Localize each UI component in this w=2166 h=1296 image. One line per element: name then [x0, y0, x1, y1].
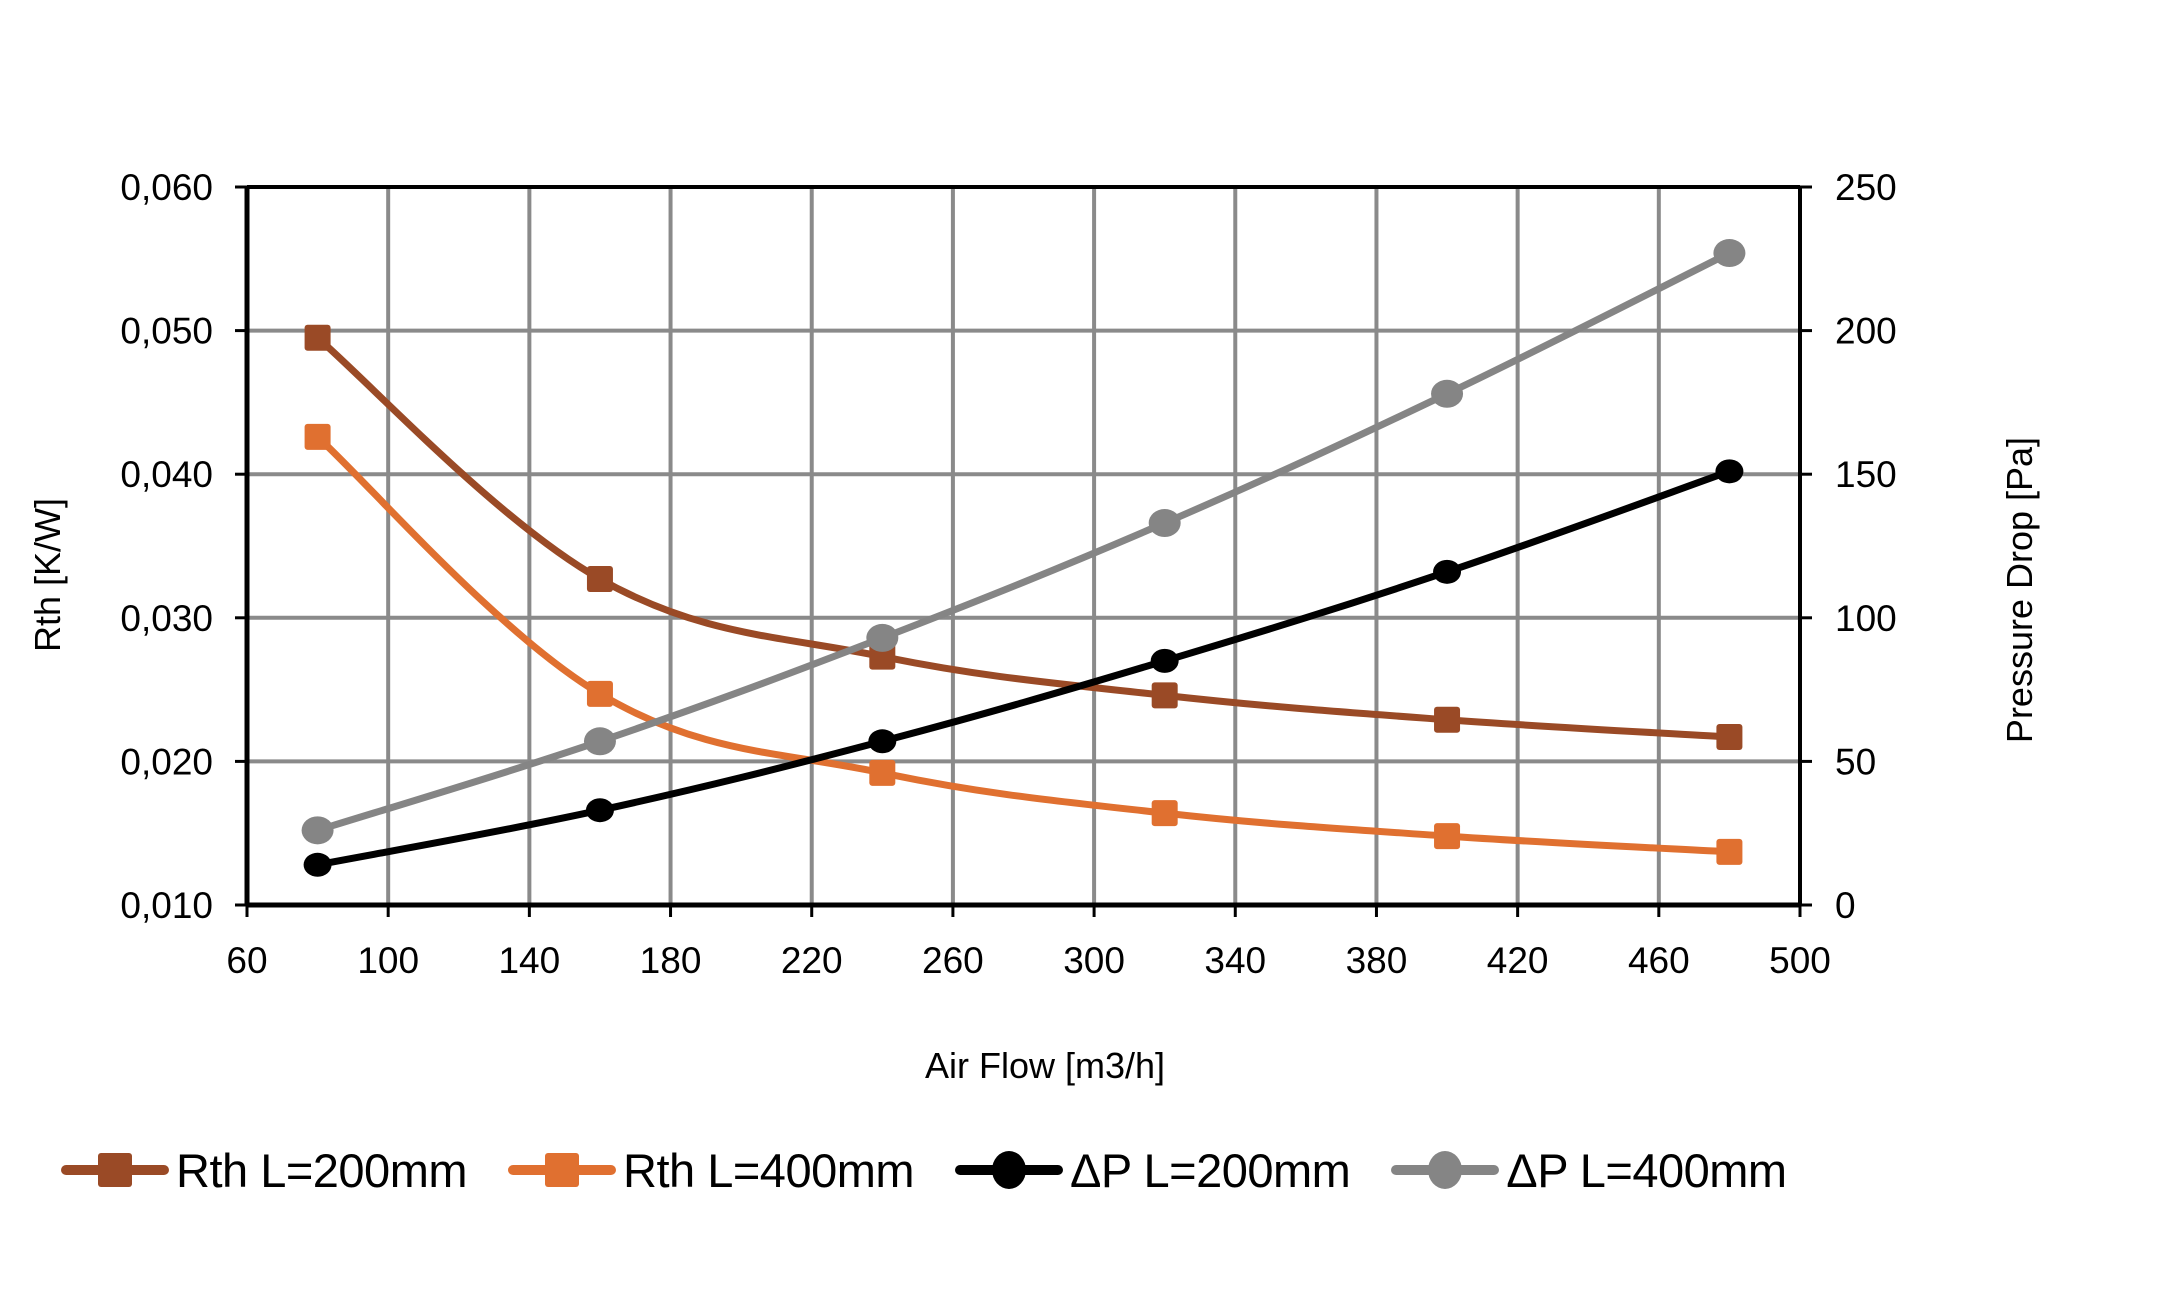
x-tick-label: 140 [498, 940, 560, 981]
data-point-square [304, 324, 331, 351]
data-point-circle [1431, 379, 1464, 408]
data-point-circle [1713, 239, 1746, 268]
x-tick-label: 300 [1063, 940, 1125, 981]
data-point-circle [301, 816, 334, 845]
series-line [314, 249, 1733, 834]
data-point-square [586, 680, 613, 707]
data-point-circle [1433, 559, 1462, 584]
data-point-square [1434, 823, 1461, 850]
legend-label: ΔP L=400mm [1506, 1143, 1787, 1197]
data-point-circle [585, 798, 614, 823]
data-point-square [1716, 723, 1743, 750]
square-marker-icon [61, 1153, 169, 1187]
data-point-square [586, 566, 613, 593]
y2-tick-label: 100 [1835, 598, 1897, 639]
y-tick-label: 0,030 [120, 598, 213, 639]
data-point-circle [1150, 648, 1179, 673]
x-tick-label: 460 [1628, 940, 1690, 981]
series-line [314, 334, 1733, 741]
x-tick-label: 260 [922, 940, 984, 981]
y2-tick-label: 50 [1835, 741, 1876, 782]
x-tick-label: 380 [1346, 940, 1408, 981]
data-point-square [1434, 706, 1461, 733]
data-point-circle [583, 727, 616, 756]
data-point-square [1716, 838, 1743, 865]
data-point-square [1151, 682, 1178, 709]
data-point-circle [866, 623, 899, 652]
x-tick-label: 500 [1769, 940, 1831, 981]
series-line [314, 433, 1733, 856]
series-line [314, 467, 1733, 869]
data-point-circle [1715, 459, 1744, 484]
legend-item-dpp-l-200mm[interactable]: ΔP L=200mm [954, 1140, 1351, 1200]
series-dpp-l-400mm [301, 239, 1746, 845]
x-axis-title: Air Flow [m3/h] [925, 1045, 1165, 1086]
legend-item-dpp-l-400mm[interactable]: ΔP L=400mm [1390, 1140, 1787, 1200]
series-dpp-l-200mm [303, 459, 1744, 877]
data-point-circle [868, 729, 897, 754]
y-tick-label: 0,050 [120, 311, 213, 352]
x-tick-label: 180 [640, 940, 702, 981]
data-point-square [1151, 800, 1178, 827]
x-tick-label: 220 [781, 940, 843, 981]
y-tick-label: 0,060 [120, 167, 213, 208]
y2-axis-title: Pressure Drop [Pa] [1999, 437, 2040, 743]
legend-item-rth-l-200mm[interactable]: Rth L=200mm [60, 1140, 468, 1200]
y-axis-title: Rth [K/W] [27, 498, 68, 652]
legend-label: Rth L=200mm [176, 1143, 468, 1197]
series-rth-l-400mm [304, 423, 1743, 865]
y2-tick-label: 0 [1835, 885, 1856, 926]
data-point-square [869, 759, 896, 786]
x-tick-label: 340 [1204, 940, 1266, 981]
y2-tick-label: 200 [1835, 311, 1897, 352]
x-tick-label: 60 [226, 940, 267, 981]
data-point-circle [1148, 509, 1181, 538]
x-tick-label: 420 [1487, 940, 1549, 981]
legend-label: ΔP L=200mm [1070, 1143, 1351, 1197]
y2-tick-label: 150 [1835, 454, 1897, 495]
series-rth-l-200mm [304, 324, 1743, 750]
data-point-circle [303, 852, 332, 877]
legend-label: Rth L=400mm [623, 1143, 915, 1197]
legend: Rth L=200mm Rth L=400mm ΔP L=200mm ΔP L=400… [60, 1135, 1787, 1205]
data-point-square [304, 423, 331, 450]
y2-tick-label: 250 [1835, 167, 1897, 208]
circle-marker-icon [1391, 1151, 1500, 1189]
square-marker-icon [508, 1153, 617, 1187]
y-tick-label: 0,020 [120, 741, 213, 782]
x-tick-label: 100 [357, 940, 419, 981]
legend-item-rth-l-400mm[interactable]: Rth L=400mm [507, 1140, 915, 1200]
axes [235, 185, 1812, 917]
circle-marker-icon [955, 1151, 1064, 1189]
series-group [301, 239, 1746, 877]
y-tick-label: 0,010 [120, 885, 213, 926]
y-tick-label: 0,040 [120, 454, 213, 495]
tick-labels: 60 100 140 180 220 260 300 340 380 420 460 5000,010… [120, 167, 1896, 981]
